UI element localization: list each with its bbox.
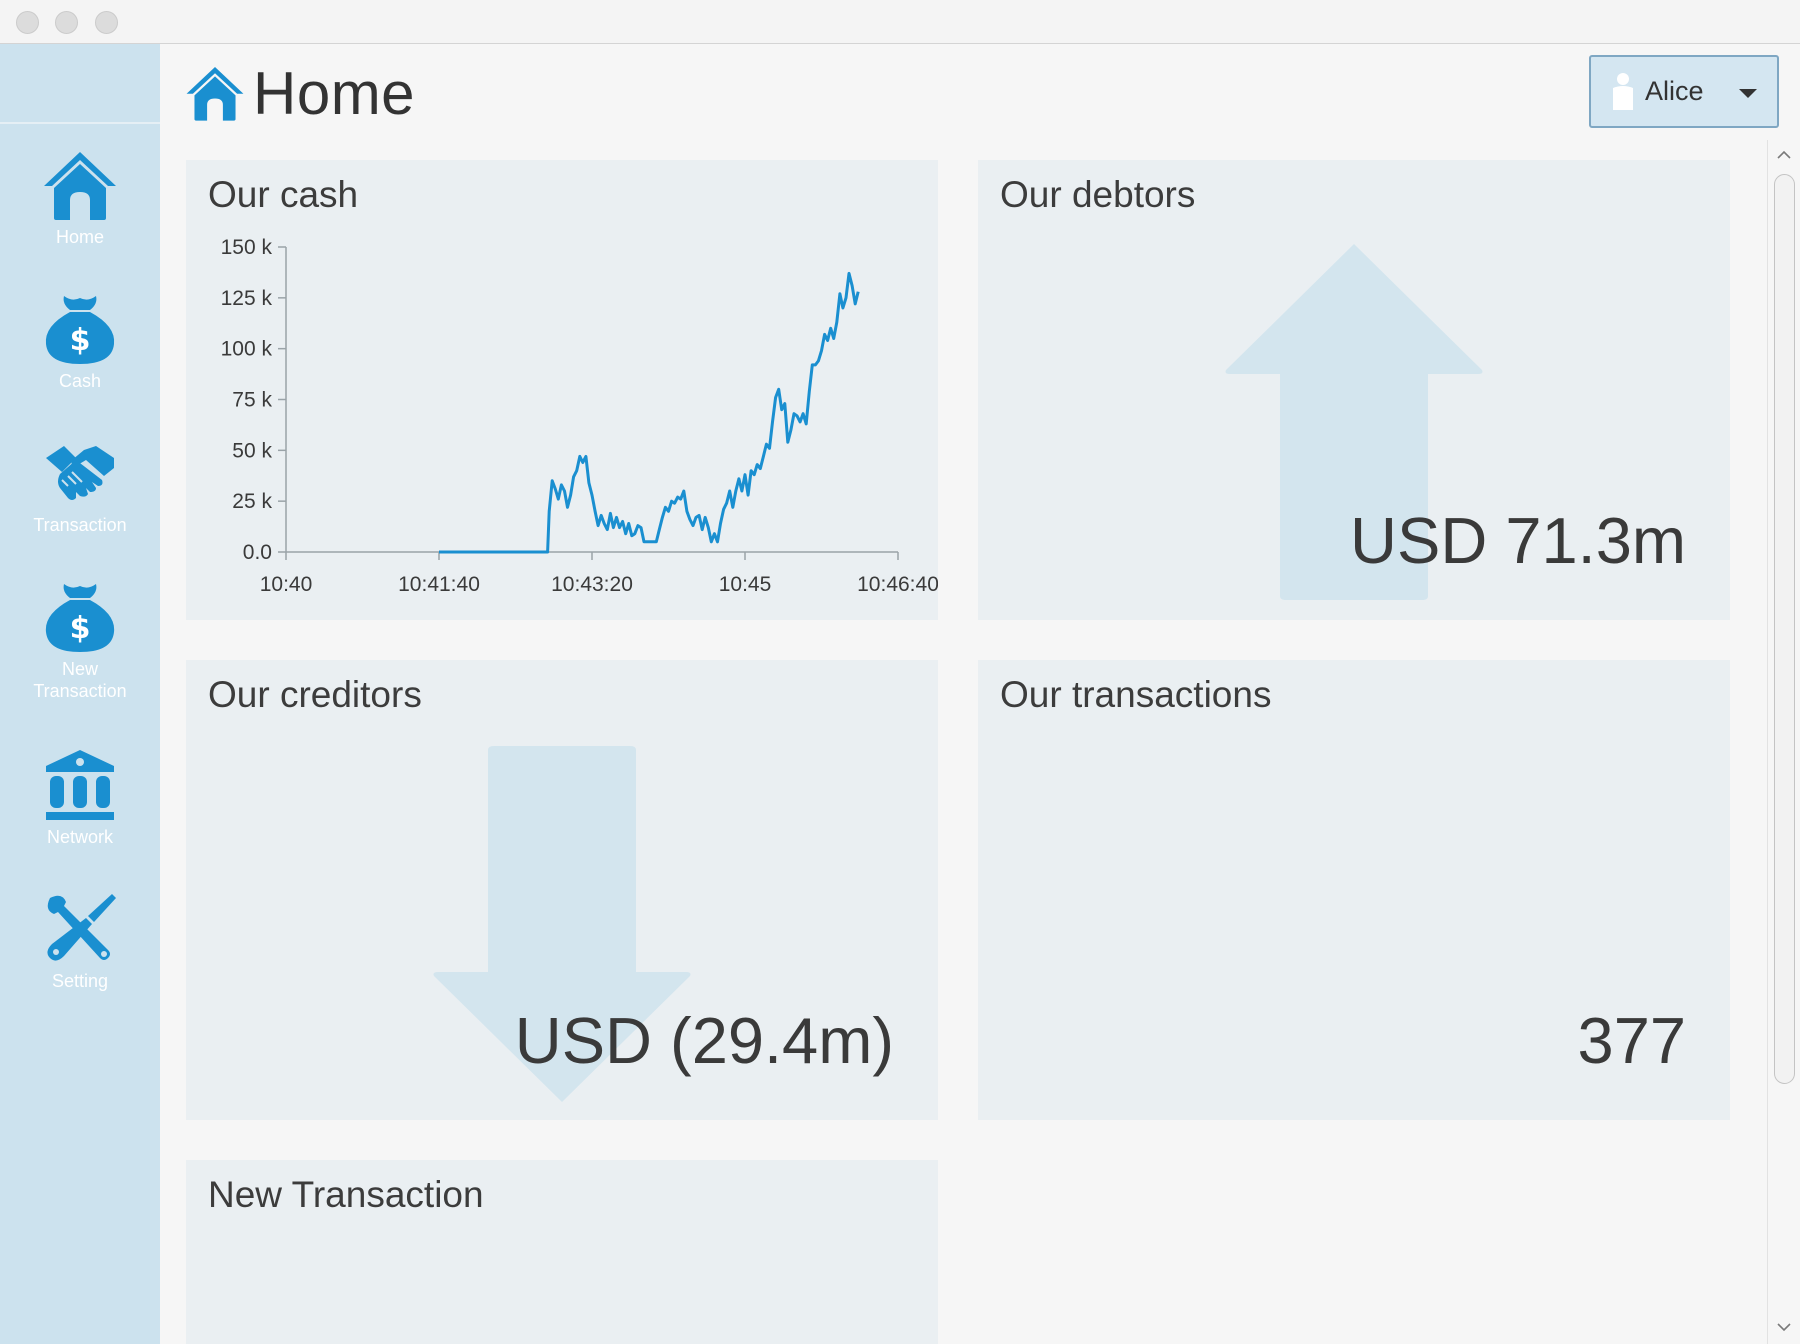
sidebar-item-label: Cash: [58, 371, 102, 391]
sidebar-item-label: Network: [46, 827, 113, 847]
sidebar-item-network[interactable]: Network: [0, 748, 160, 878]
x-tick-label: 10:45: [719, 573, 772, 596]
sidebar-item-label-line2: Transaction: [33, 681, 127, 701]
chevron-down-icon: [1739, 89, 1757, 98]
money-bag-icon: $: [45, 296, 115, 364]
user-icon: [1613, 72, 1633, 110]
sidebar-item-label-line1: New: [61, 659, 98, 679]
y-tick-label: 0.0: [243, 541, 272, 564]
transactions-card-title: Our transactions: [1000, 674, 1272, 715]
home-icon: [186, 66, 244, 121]
transactions-card: Our transactions 377: [978, 660, 1730, 1120]
bank-icon: [46, 750, 114, 820]
user-selector[interactable]: Alice: [1589, 55, 1779, 128]
transactions-card-value: 377: [1577, 1004, 1686, 1077]
x-tick-label: 10:46:40: [857, 573, 938, 596]
svg-text:$: $: [70, 323, 91, 358]
window-minimize-button[interactable]: [55, 11, 78, 34]
y-tick-label: 100 k: [221, 338, 273, 361]
window-titlebar: [0, 0, 1800, 44]
sidebar-header: [0, 44, 160, 124]
arrow-up-icon: [1225, 244, 1483, 600]
window-close-button[interactable]: [16, 11, 39, 34]
user-selector-value: Alice: [1645, 76, 1704, 106]
sidebar-item-label: Home: [55, 227, 104, 247]
cash-card: Our cash 0.0 25 k 50 k 75 k 100 k 125 k 150 k 1…: [186, 160, 938, 620]
y-tick-label: 50 k: [232, 439, 272, 462]
arrow-down-icon: [433, 746, 691, 1102]
cash-chart: 0.0 25 k 50 k 75 k 100 k 125 k 150 k 10:40 10:41…: [221, 236, 938, 596]
new-transaction-card-title: New Transaction: [208, 1174, 484, 1215]
scroll-up-arrow-icon[interactable]: [1777, 148, 1791, 162]
sidebar-item-cash[interactable]: $ Cash: [0, 292, 160, 422]
cash-card-title: Our cash: [208, 174, 359, 215]
x-tick-label: 10:43:20: [551, 573, 633, 596]
x-tick-label: 10:41:40: [398, 573, 480, 596]
sidebar-item-label: Setting: [51, 971, 109, 991]
creditors-card: Our creditors USD (29.4m): [186, 660, 938, 1120]
handshake-icon: [46, 446, 114, 500]
sidebar-item-setting[interactable]: Setting: [0, 892, 160, 1022]
creditors-card-value: USD (29.4m): [514, 1004, 894, 1077]
sidebar-item-transaction[interactable]: Transaction: [0, 436, 160, 566]
page-header: Home: [185, 58, 415, 128]
x-tick-label: 10:40: [260, 573, 313, 596]
debtors-card-value: USD 71.3m: [1350, 504, 1686, 577]
y-tick-label: 75 k: [232, 389, 272, 412]
home-icon: [44, 152, 116, 220]
page-title: Home: [253, 59, 416, 127]
tools-icon: [47, 894, 116, 961]
y-tick-label: 150 k: [221, 236, 273, 259]
window-zoom-button[interactable]: [95, 11, 118, 34]
sidebar: Home $ Cash Transaction $ New Transactio…: [0, 44, 160, 1344]
scroll-down-arrow-icon[interactable]: [1777, 1320, 1791, 1334]
creditors-card-title: Our creditors: [208, 674, 422, 715]
sidebar-item-home[interactable]: Home: [0, 148, 160, 278]
scrollbar-thumb[interactable]: [1774, 174, 1795, 1084]
debtors-card: Our debtors USD 71.3m: [978, 160, 1730, 620]
new-transaction-card: New Transaction: [186, 1160, 938, 1344]
sidebar-item-label: Transaction: [33, 515, 127, 535]
sidebar-item-new-transaction[interactable]: $ New Transaction: [0, 580, 160, 710]
cash-series-line: [439, 271, 860, 554]
vertical-scrollbar[interactable]: [1767, 140, 1800, 1344]
y-tick-label: 125 k: [221, 287, 273, 310]
y-tick-label: 25 k: [232, 490, 272, 513]
debtors-card-title: Our debtors: [1000, 174, 1196, 215]
money-bag-icon: $: [45, 584, 115, 652]
svg-text:$: $: [70, 611, 91, 646]
